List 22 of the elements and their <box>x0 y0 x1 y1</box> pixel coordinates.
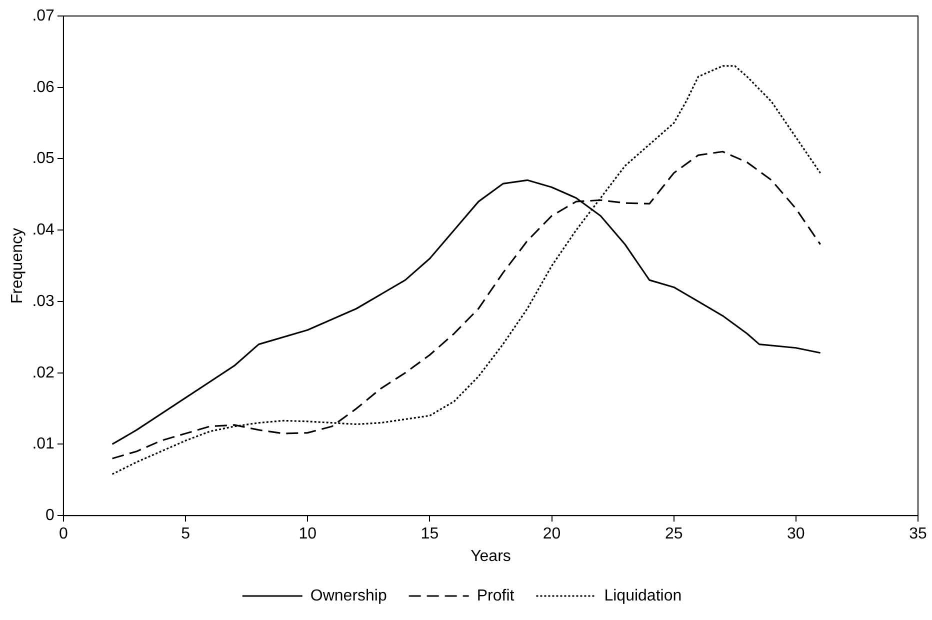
x-tick-label: 25 <box>664 526 683 543</box>
y-tick-label: .03 <box>32 292 55 310</box>
y-tick-label: 0 <box>46 507 55 524</box>
legend-label: Liquidation <box>604 587 682 604</box>
x-tick-label: 15 <box>420 526 439 543</box>
legend-label: Profit <box>476 587 515 604</box>
x-tick-label: 20 <box>542 526 561 543</box>
x-axis-title: Years <box>470 548 511 565</box>
x-tick-label: 30 <box>787 526 805 543</box>
y-tick-label: .05 <box>32 150 55 168</box>
legend-label: Ownership <box>310 587 387 604</box>
y-axis-title: Frequency <box>9 228 26 304</box>
y-tick-label: .01 <box>32 436 55 453</box>
line-series <box>111 65 822 476</box>
x-tick-label: 0 <box>58 526 68 543</box>
x-tick-label: 10 <box>298 526 317 543</box>
y-tick-label: .07 <box>32 7 55 24</box>
y-tick-label: .02 <box>32 364 55 382</box>
x-tick-label: 5 <box>181 526 190 543</box>
x-tick-label: 35 <box>909 526 927 543</box>
y-tick-label: .04 <box>32 222 55 239</box>
y-tick-label: .06 <box>32 78 55 96</box>
